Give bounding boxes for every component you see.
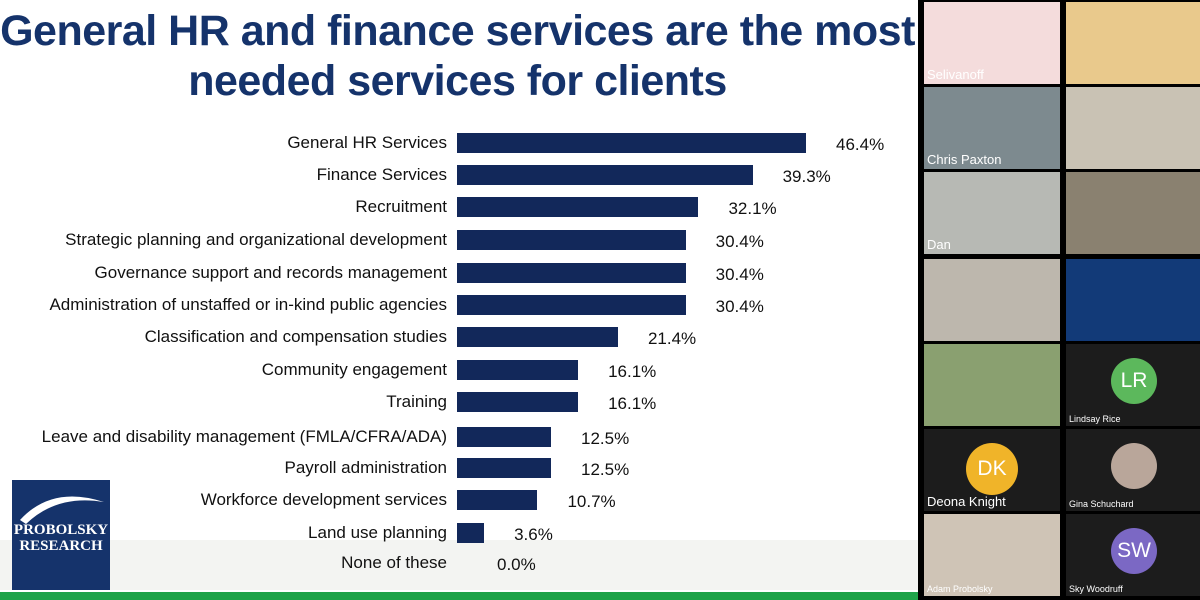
category-label: Administration of unstaffed or in-kind p… xyxy=(49,295,447,314)
value-label: 12.5% xyxy=(581,429,630,448)
bar xyxy=(457,263,686,283)
avatar: SW xyxy=(1111,528,1157,574)
bar xyxy=(457,523,485,543)
participant-gallery: Selivanoff Chris Paxton Dan LR Lindsay Rice D… xyxy=(920,0,1200,600)
bar xyxy=(457,230,686,250)
probolsky-research-logo: PROBOLSKY RESEARCH xyxy=(12,480,110,590)
participant-name: Lindsay Rice xyxy=(1069,414,1121,424)
logo-line2: RESEARCH xyxy=(19,538,103,554)
participant-tile[interactable]: DK Deona Knight xyxy=(924,429,1060,511)
participant-tile[interactable] xyxy=(924,259,1060,341)
bar xyxy=(457,165,753,185)
value-label: 30.4% xyxy=(715,265,764,284)
participant-tile[interactable] xyxy=(1066,172,1200,254)
value-label: 46.4% xyxy=(836,135,885,154)
bar xyxy=(457,197,699,217)
participant-name: Selivanoff xyxy=(927,67,984,82)
participant-tile[interactable] xyxy=(924,344,1060,426)
category-label: General HR Services xyxy=(287,133,447,152)
participant-tile[interactable]: Gina Schuchard xyxy=(1066,429,1200,511)
bar xyxy=(457,295,686,315)
bar xyxy=(457,392,579,412)
participant-tile[interactable] xyxy=(1066,2,1200,84)
value-label: 12.5% xyxy=(581,460,630,479)
value-label: 3.6% xyxy=(514,525,553,544)
participant-name: Chris Paxton xyxy=(927,152,1002,167)
value-label: 16.1% xyxy=(608,394,657,413)
logo-swoosh-icon xyxy=(20,496,104,524)
value-label: 30.4% xyxy=(715,297,764,316)
value-label: 21.4% xyxy=(647,329,697,348)
value-label: 16.1% xyxy=(608,362,657,381)
participant-tile[interactable]: Selivanoff xyxy=(924,2,1060,84)
logo-line1: PROBOLSKY xyxy=(13,522,109,538)
value-label: 39.3% xyxy=(782,167,831,186)
category-label: Strategic planning and organizational de… xyxy=(65,230,447,249)
shared-slide: General HR and finance services are the … xyxy=(0,0,918,600)
participant-name: Gina Schuchard xyxy=(1069,499,1134,509)
category-label: Recruitment xyxy=(355,197,447,216)
category-label: None of these xyxy=(341,553,447,572)
bar xyxy=(457,133,806,153)
category-label: Training xyxy=(386,392,447,411)
participant-name: Sky Woodruff xyxy=(1069,584,1123,594)
chart-title: General HR and finance services are the … xyxy=(0,7,915,105)
participant-tile[interactable] xyxy=(1066,87,1200,169)
category-label: Classification and compensation studies xyxy=(144,327,447,346)
bar xyxy=(457,490,538,510)
category-label: Workforce development services xyxy=(200,490,447,509)
category-label: Community engagement xyxy=(261,360,447,379)
avatar: LR xyxy=(1111,358,1157,404)
value-label: 32.1% xyxy=(728,199,777,218)
bar xyxy=(457,360,579,380)
participant-tile[interactable]: Dan xyxy=(924,172,1060,254)
participant-name: Adam Probolsky xyxy=(927,584,993,594)
category-label: Leave and disability management (FMLA/CF… xyxy=(41,427,447,446)
bar xyxy=(457,327,618,347)
avatar xyxy=(1111,443,1157,489)
value-label: 30.4% xyxy=(715,232,764,251)
footer-band xyxy=(0,540,918,590)
value-label: 10.7% xyxy=(567,492,616,511)
participant-tile[interactable]: Adam Probolsky xyxy=(924,514,1060,596)
footer-accent-line xyxy=(0,592,918,600)
category-label: Land use planning xyxy=(308,523,447,542)
participant-tile[interactable] xyxy=(1066,259,1200,341)
participant-tile[interactable]: LR Lindsay Rice xyxy=(1066,344,1200,426)
category-label: Governance support and records managemen… xyxy=(94,263,447,282)
participant-tile[interactable]: Chris Paxton xyxy=(924,87,1060,169)
value-label: 0.0% xyxy=(497,555,536,574)
category-label: Finance Services xyxy=(316,165,447,184)
bar xyxy=(457,458,552,478)
participant-tile[interactable]: SW Sky Woodruff xyxy=(1066,514,1200,596)
bar xyxy=(457,427,552,447)
participant-name: Deona Knight xyxy=(927,494,1006,509)
category-label: Payroll administration xyxy=(284,458,447,477)
avatar: DK xyxy=(966,443,1018,495)
participant-name: Dan xyxy=(927,237,951,252)
